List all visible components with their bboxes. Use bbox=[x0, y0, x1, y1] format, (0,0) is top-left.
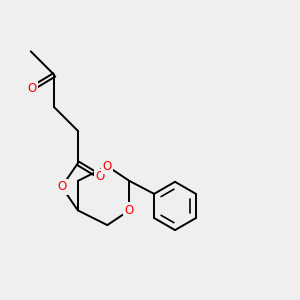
Text: O: O bbox=[103, 160, 112, 173]
Text: O: O bbox=[28, 82, 37, 95]
Text: O: O bbox=[57, 180, 66, 193]
Text: O: O bbox=[95, 170, 105, 183]
Text: O: O bbox=[125, 204, 134, 217]
